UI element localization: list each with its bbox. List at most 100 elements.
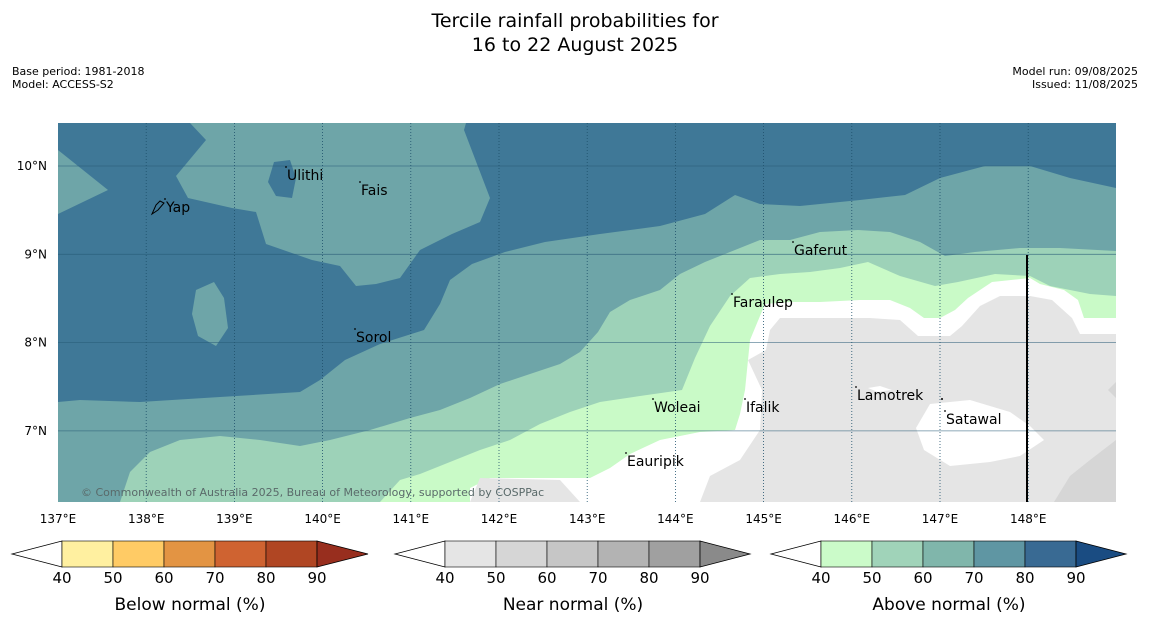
zone-near-50-edge [1108,382,1116,398]
colorbar-tick: 80 [256,569,275,587]
copyright-text: © Commonwealth of Australia 2025, Bureau… [81,486,544,499]
colorbar-segment [546,540,599,568]
colorbar-under-triangle [393,540,446,568]
place-dot [941,398,943,400]
colorbar-segment [648,540,701,568]
colorbar-label: Near normal (%) [503,595,643,615]
colorbar-2: 40 50 60 70 80 90 Above normal (%) [769,540,1128,615]
place-dot [164,198,166,200]
colorbar-segment [973,540,1026,568]
place-label: Gaferut [794,243,848,259]
zone-white-pocket-small [868,386,892,392]
colorbar-tick: 80 [639,569,658,587]
colorbar-tick: 80 [1015,569,1034,587]
lon-label: 147°E [922,512,959,526]
place-label: Sorol [356,330,391,346]
place-label: Lamotrek [857,388,924,404]
place-dot [944,410,946,412]
place-label: Ulithi [287,168,323,184]
lon-label: 144°E [657,512,694,526]
colorbar-tick: 40 [811,569,830,587]
place-markers: Ulithi Fais Yap Gaferut Faraulep Sorol Lamotre… [164,166,1001,470]
place-label: Fais [361,183,388,199]
colorbar-tick: 90 [307,569,326,587]
colorbar-label: Above normal (%) [872,595,1025,615]
zone-near-50 [1054,440,1116,502]
colorbar-tick: 90 [690,569,709,587]
yap-island-outline [150,200,165,216]
colorbar-segment [163,540,216,568]
lat-label: 10°N [17,159,47,173]
model-name: Model: ACCESS-S2 [12,78,114,91]
zone-above-70-ulithi [268,160,296,198]
colorbar-tick: 60 [913,569,932,587]
zone-white-pocket [916,400,1044,466]
colorbar-under-triangle [10,540,63,568]
colorbar-segment [871,540,924,568]
lon-label: 137°E [40,512,77,526]
model-run: Model run: 09/08/2025 [1012,65,1138,78]
longitude-labels: 137°E 138°E 139°E 140°E 141°E 142°E 143°E 144°E… [40,512,1047,526]
meta-left: Base period: 1981-2018 Model: ACCESS-S2 [12,65,144,91]
zone-above-60-island [192,282,228,346]
graticule [58,123,1116,502]
lon-label: 141°E [393,512,430,526]
colorbar-segment [495,540,548,568]
place-dot [792,241,794,243]
colorbar-segment [1024,540,1077,568]
place-dot [625,452,627,454]
colorbars: 40 50 60 70 80 90 Below normal (%) 40 50 60 70 80 90… [10,540,1128,615]
place-label: Satawal [946,412,1001,428]
zone-near-40-south [470,478,580,502]
colorbar-over-triangle [316,540,369,568]
colorbar-label: Below normal (%) [115,595,266,615]
lon-label: 142°E [481,512,518,526]
colorbar-tick: 50 [862,569,881,587]
place-label: Faraulep [733,295,793,311]
place-dot [359,181,361,183]
place-dot [744,398,746,400]
colorbar-over-triangle [699,540,752,568]
place-dot [354,328,356,330]
lon-label: 143°E [569,512,606,526]
issued-date: Issued: 11/08/2025 [1031,78,1138,91]
colorbar-over-triangle [1075,540,1128,568]
lon-label: 140°E [304,512,341,526]
meta-right: Model run: 09/08/2025 Issued: 11/08/2025 [1012,65,1138,91]
place-label: Eauripik [627,454,685,470]
lon-label: 148°E [1010,512,1047,526]
colorbar-segment [214,540,267,568]
colorbar-segment [820,540,873,568]
lon-label: 146°E [834,512,871,526]
lat-label: 9°N [24,247,47,261]
colorbar-segment [112,540,165,568]
map-title-line2: 16 to 22 August 2025 [471,34,679,56]
map-title-line1: Tercile rainfall probabilities for [431,10,719,32]
colorbar-tick: 50 [103,569,122,587]
place-label: Yap [165,200,190,216]
colorbar-under-triangle [769,540,822,568]
base-period: Base period: 1981-2018 [12,65,145,78]
colorbar-tick: 70 [964,569,983,587]
colorbar-tick: 40 [435,569,454,587]
place-label: Woleai [654,400,701,416]
place-dot [285,166,287,168]
place-dot [652,398,654,400]
colorbar-tick: 60 [154,569,173,587]
colorbar-segment [597,540,650,568]
colorbar-tick: 50 [486,569,505,587]
colorbar-segment [922,540,975,568]
colorbar-tick: 70 [588,569,607,587]
lon-label: 139°E [216,512,253,526]
colorbar-0: 40 50 60 70 80 90 Below normal (%) [10,540,369,615]
lon-label: 145°E [745,512,782,526]
lat-label: 7°N [24,424,47,438]
colorbar-segment [444,540,497,568]
place-dot [855,386,857,388]
lon-label: 138°E [128,512,165,526]
colorbar-segment [265,540,318,568]
place-label: Ifalik [746,400,780,416]
colorbar-1: 40 50 60 70 80 90 Near normal (%) [393,540,752,615]
place-dot [731,293,733,295]
